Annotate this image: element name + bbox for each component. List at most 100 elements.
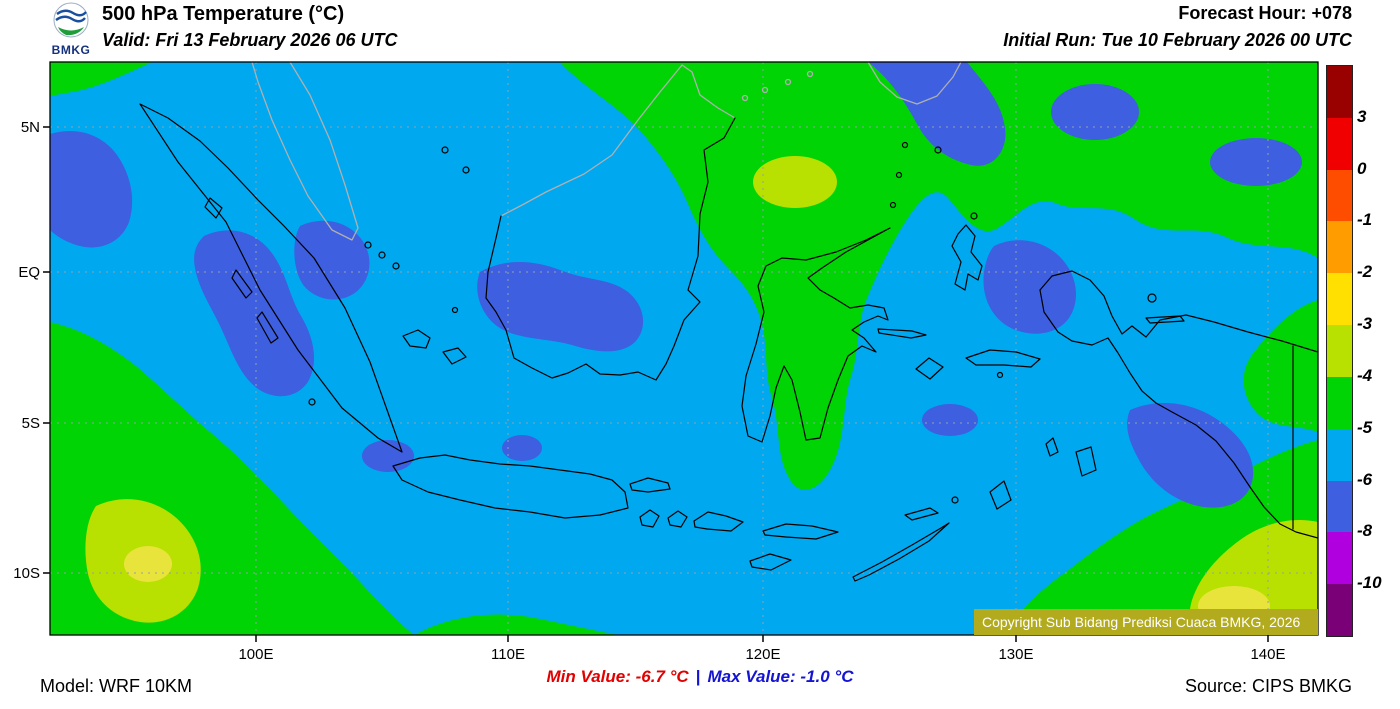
colorbar-tick-label: -6 xyxy=(1357,469,1373,489)
coastline-bangka xyxy=(402,329,431,349)
blue-patch-halmahera xyxy=(983,240,1076,334)
ambon-island xyxy=(996,371,1004,379)
coastline-papua-north xyxy=(1039,270,1318,353)
coastline-wetar xyxy=(904,507,939,521)
green-mass-east-papua xyxy=(1243,300,1318,432)
sulu-island xyxy=(761,86,769,94)
coastline-lombok xyxy=(667,510,688,528)
colorbar-tick-label: -4 xyxy=(1357,365,1373,385)
valid-time-label: Valid: Fri 13 February 2026 06 UTC xyxy=(102,30,398,50)
coastline-java xyxy=(392,454,629,519)
coastline-bali xyxy=(639,509,660,528)
coastline-nias xyxy=(204,197,223,219)
colorbar-segment xyxy=(1327,376,1352,429)
coastline-halmahera xyxy=(951,224,983,291)
lon-label: 110E xyxy=(491,646,525,663)
riau-island xyxy=(378,251,386,259)
natuna-island xyxy=(441,146,449,154)
blue-patch-central-sumatra xyxy=(294,220,370,300)
colorbar xyxy=(1326,65,1353,637)
forecast-hour-label: Forecast Hour: +078 xyxy=(1178,3,1352,23)
source-label: Source: CIPS BMKG xyxy=(1184,676,1352,696)
temperature-field xyxy=(50,62,1318,635)
coastline-buru xyxy=(915,357,944,380)
riau-island xyxy=(364,241,372,249)
bmkg-logo-icon xyxy=(53,2,89,38)
colorbar-segment xyxy=(1327,325,1352,377)
blue-patch-northeast-2 xyxy=(1210,138,1302,186)
coastline-seram xyxy=(965,349,1041,368)
coastline-sumba xyxy=(749,553,792,571)
coastline-timor xyxy=(852,522,950,582)
colorbar-tick-label: 0 xyxy=(1357,158,1367,178)
colorbar-segment xyxy=(1327,273,1352,326)
foreign-coastlines xyxy=(251,62,962,241)
coastline-papua-south xyxy=(1039,289,1318,539)
coastline-aru xyxy=(1075,446,1097,477)
sulu-island xyxy=(784,78,792,86)
coastline-north-borneo-malaysia xyxy=(500,64,736,217)
coastline-sumbawa xyxy=(693,511,744,532)
blue-patch-arafura xyxy=(1127,403,1254,508)
colorbar-segments xyxy=(1327,66,1352,636)
coastline-madura xyxy=(629,477,671,493)
lon-label: 140E xyxy=(1250,646,1285,663)
map-frame xyxy=(49,61,1319,636)
sulu-island xyxy=(806,70,814,78)
lat-label: EQ xyxy=(18,264,40,281)
coastline-flores xyxy=(762,523,839,540)
biak-island xyxy=(1147,293,1157,303)
sangihe-island xyxy=(895,171,903,179)
blue-patch-celebes-sea xyxy=(868,62,1006,166)
coastlines xyxy=(139,103,1318,582)
colorbar-tick-label: -1 xyxy=(1357,210,1373,230)
coastline-mindanao xyxy=(867,62,962,105)
coastline-sula xyxy=(877,328,927,339)
colorbar-tick-label: -3 xyxy=(1357,314,1373,334)
page-title: 500 hPa Temperature (°C) xyxy=(102,3,345,25)
blue-patch-banda-sea xyxy=(922,404,978,436)
bmkg-logo: BMKG xyxy=(44,1,98,57)
lon-axis: 100E 110E 120E 130E 140E xyxy=(238,635,1286,663)
talaud-island xyxy=(934,146,942,154)
yellow-spot-west xyxy=(124,546,172,582)
title-block: 500 hPa Temperature (°C) Valid: Fri 13 F… xyxy=(102,3,397,51)
colorbar-segment xyxy=(1327,584,1352,636)
green-strip-bottom xyxy=(414,614,618,635)
lon-label: 130E xyxy=(998,646,1033,663)
minmax-values: Min Value: -6.7 °C | Max Value: -1.0 °C xyxy=(400,667,1000,687)
green-corner-northwest xyxy=(50,62,152,96)
colorbar-tick-label: -10 xyxy=(1357,573,1382,593)
riau-island xyxy=(392,262,400,270)
colorbar-tick-label: -8 xyxy=(1357,521,1373,541)
colorbar-segment xyxy=(1327,532,1352,585)
morotai-island xyxy=(970,212,978,220)
coastline-tanimbar xyxy=(989,480,1012,510)
lon-label: 120E xyxy=(745,646,780,663)
karimata-island xyxy=(451,306,459,314)
blue-patch-java-sea xyxy=(502,435,542,461)
sulu-island xyxy=(741,94,749,102)
blue-patch-sunda-strait xyxy=(362,440,414,472)
sangihe-island xyxy=(889,201,897,209)
natuna-island xyxy=(462,166,470,174)
colorbar-ticks: 3 0 -1 -2 -3 -4 -5 -6 -8 -10 xyxy=(1357,65,1399,635)
coastline-kai xyxy=(1045,437,1059,457)
minmax-separator: | xyxy=(695,667,701,686)
coastline-malay-peninsula xyxy=(251,62,359,241)
babar-island xyxy=(951,496,959,504)
lat-label: 5S xyxy=(22,415,40,432)
colorbar-segment xyxy=(1327,66,1352,118)
lat-label: 5N xyxy=(21,119,40,136)
green-mass-north xyxy=(560,62,1318,490)
min-value-label: Min Value: -6.7 °C xyxy=(546,667,689,686)
coastline-yapen xyxy=(1145,315,1185,324)
colorbar-segment xyxy=(1327,480,1352,533)
bmkg-logo-text: BMKG xyxy=(51,43,91,57)
coastline-mentawai xyxy=(231,269,253,299)
coastline-kalimantan xyxy=(485,117,736,381)
copyright-text: Copyright Sub Bidang Prediksi Cuaca BMKG… xyxy=(982,614,1300,630)
max-value-label: Max Value: -1.0 °C xyxy=(707,667,854,686)
gridlines xyxy=(50,62,1318,635)
